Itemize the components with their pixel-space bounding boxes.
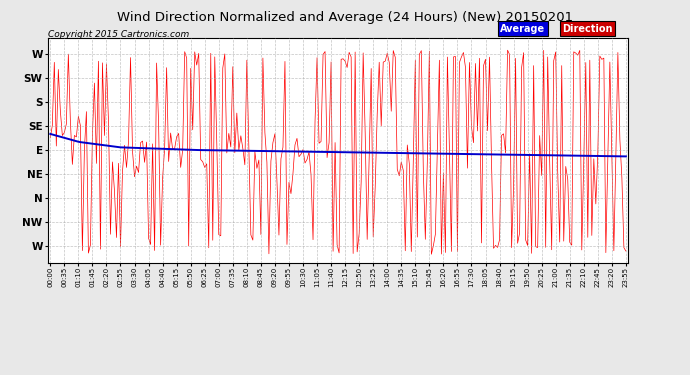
- Text: Direction: Direction: [562, 24, 613, 34]
- Text: Copyright 2015 Cartronics.com: Copyright 2015 Cartronics.com: [48, 30, 190, 39]
- Text: Average: Average: [500, 24, 545, 34]
- Text: Wind Direction Normalized and Average (24 Hours) (New) 20150201: Wind Direction Normalized and Average (2…: [117, 11, 573, 24]
